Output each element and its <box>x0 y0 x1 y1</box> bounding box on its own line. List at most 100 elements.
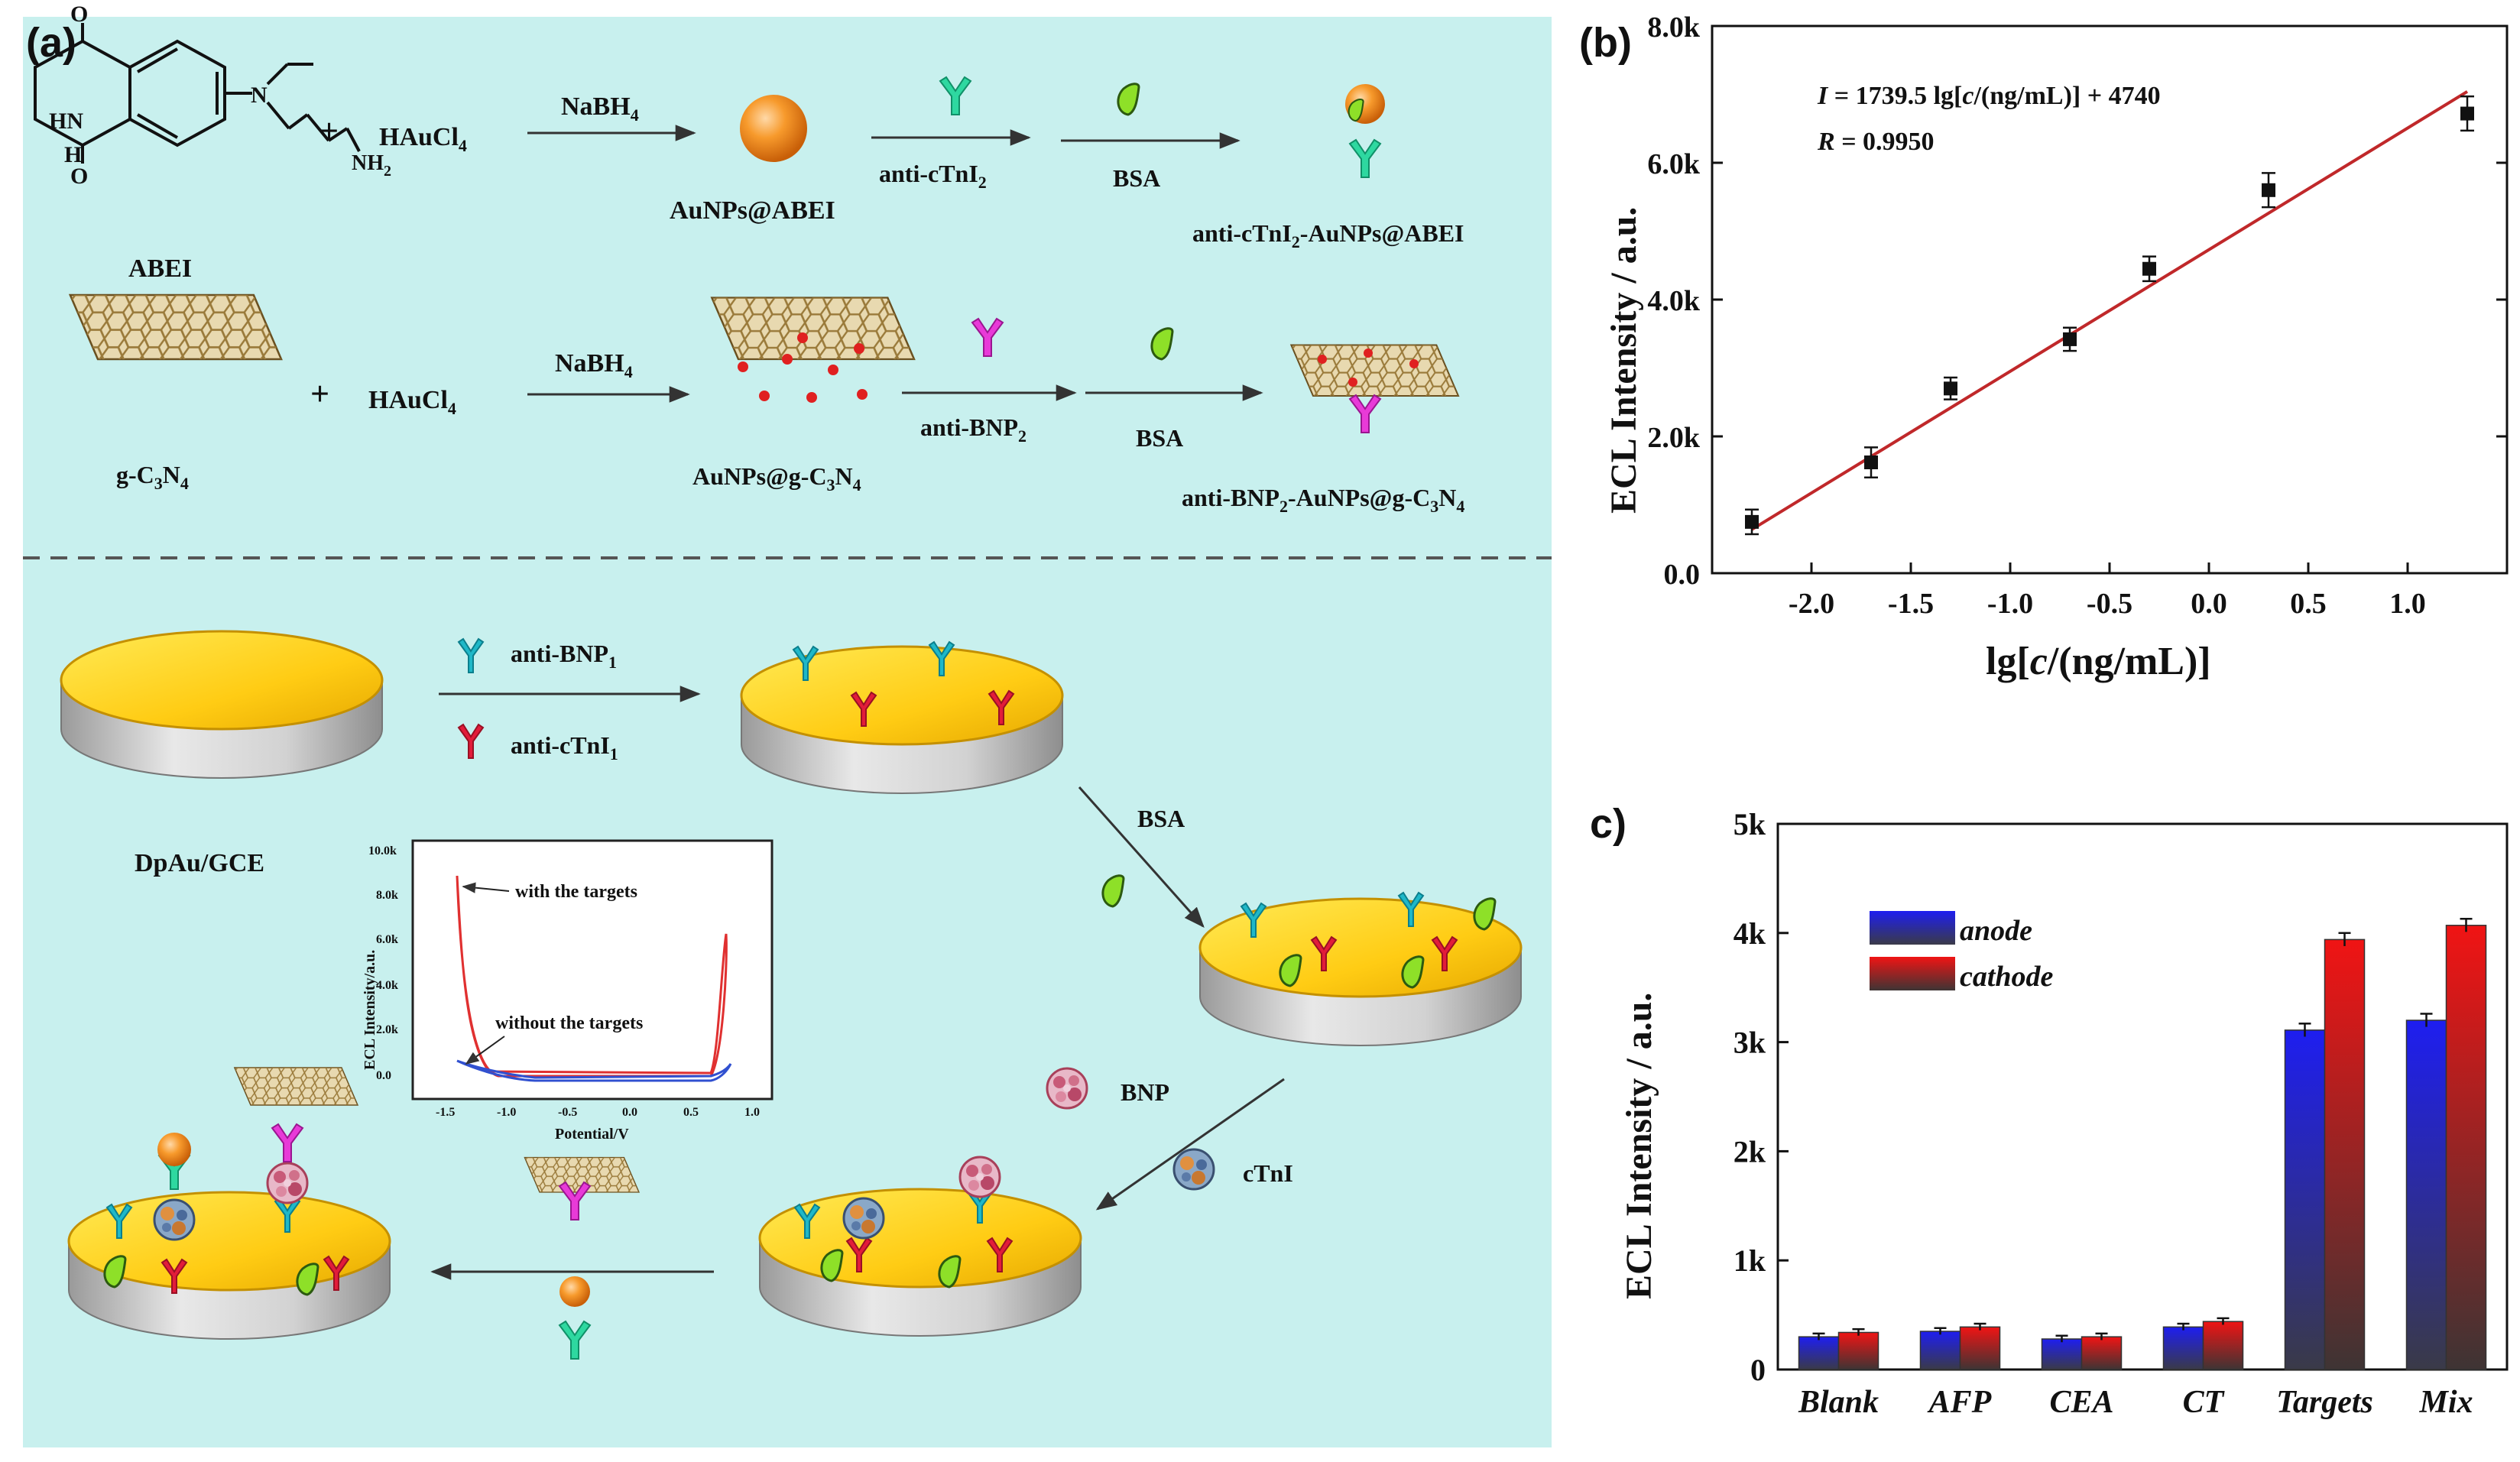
inset-xlabel: Potential/V <box>555 1126 629 1143</box>
c-bar-anode <box>2284 1029 2326 1370</box>
b-data-point <box>1944 381 1957 396</box>
panel-b-marks <box>1745 90 2474 536</box>
inset-ytick-1: 2.0k <box>376 1023 398 1036</box>
row2-haucl4: HAuCl4 <box>368 386 456 418</box>
abei-o2: O <box>70 164 88 189</box>
inset-ylabel: ECL Intensity/a.u. <box>362 950 378 1070</box>
c-ytick-label: 3k <box>1734 1026 1766 1060</box>
row1-nabh4-sub: 4 <box>631 105 639 125</box>
ctni-label: cTnI <box>1243 1159 1293 1187</box>
inset-xtick-1: -1.0 <box>497 1106 516 1119</box>
c-bar-cathode <box>2081 1336 2123 1370</box>
b-data-point <box>1864 455 1878 470</box>
panel-c-legend: anode cathode <box>1870 911 2054 993</box>
b-xtick-label: 0.5 <box>2290 588 2327 620</box>
inset-xticks: -1.5 -1.0 -0.5 0.0 0.5 1.0 <box>436 1106 760 1119</box>
row1-haucl4-sub: 4 <box>459 136 467 155</box>
panel-b-equation: I = 1739.5 lg[c/(ng/mL)] + 4740 <box>1817 82 2161 110</box>
b-xtick-label: 0.0 <box>2191 588 2227 620</box>
b-ytick-label: 8.0k <box>1647 11 1701 44</box>
row2-nabh4-main: NaBH <box>555 349 624 378</box>
row1-anti-ctni2-sub: 2 <box>978 173 987 192</box>
legend-cathode-swatch <box>1870 957 1955 990</box>
anti-bnp1-main: anti-BNP <box>511 640 608 667</box>
electrode-blocked <box>1198 892 1523 1047</box>
abei-o1: O <box>70 2 88 27</box>
b-r-val: = 0.9950 <box>1835 128 1935 156</box>
b-xtick-label: -1.5 <box>1888 588 1934 620</box>
aunps-gc3n4-sheet <box>702 297 924 403</box>
b-fit-line <box>1750 90 2469 531</box>
panel-c-label: c) <box>1590 801 1626 847</box>
c-bar-anode <box>1798 1336 1840 1370</box>
c-category-label: AFP <box>1927 1385 1992 1420</box>
product1-main: anti-cTnI <box>1192 219 1292 247</box>
b-xlabel-b: /(ng/mL)] <box>2047 640 2211 683</box>
product2-icon <box>1283 344 1467 433</box>
inset-pointer-with <box>462 882 510 893</box>
abei-hn: HN <box>49 109 83 134</box>
inset-without-label: without the targets <box>495 1013 643 1033</box>
anti-bnp1-sub: 1 <box>608 653 617 672</box>
product2-a: anti-BNP <box>1182 484 1279 511</box>
b-xtick-label: -0.5 <box>2087 588 2132 620</box>
row1-plus: + <box>319 112 339 150</box>
inset-curve-without-targets <box>456 1059 732 1082</box>
inset-with-label: with the targets <box>515 882 637 902</box>
b-data-point <box>2262 183 2275 197</box>
inset-ytick-3: 6.0k <box>376 933 398 946</box>
row1-anti-ctni2-main: anti-cTnI <box>879 160 978 187</box>
row2-anti-bnp2-label: anti-BNP2 <box>920 413 1026 446</box>
product1-icon <box>1345 84 1385 178</box>
b-eq-c: c <box>1962 82 1974 110</box>
c-bar-cathode <box>2324 938 2366 1370</box>
panel-b-ylabel: ECL Intensity / a.u. <box>1604 207 1644 514</box>
row1-bsa-label: BSA <box>1113 164 1160 192</box>
aunps-gc3n4-label: AuNPs@g-C3N4 <box>692 462 861 494</box>
abei-h: H <box>64 142 82 167</box>
product2-s0: 2 <box>1279 497 1288 516</box>
b-data-point <box>2063 332 2077 346</box>
inset-frame <box>411 839 774 1101</box>
abei-nh2: NH2 <box>352 151 391 180</box>
electrode-sandwich <box>67 1067 391 1340</box>
row2-anti-bnp2-main: anti-BNP <box>920 413 1018 441</box>
b-data-point <box>2460 106 2474 121</box>
c-bar-anode <box>2405 1020 2447 1370</box>
panel-c: c) ECL Intensity / a.u. anode cathode 0 1… <box>1590 801 2509 1420</box>
c-category-label: Mix <box>2418 1385 2473 1420</box>
row2-bsa-label: BSA <box>1136 424 1183 452</box>
product2-s2: 4 <box>1456 497 1464 516</box>
gc3n4-s2: 4 <box>180 474 189 493</box>
product2-b: -AuNPs@g-C <box>1288 484 1430 511</box>
abei-structure <box>34 23 361 164</box>
inset-xtick-0: -1.5 <box>436 1106 455 1119</box>
legend-anode-swatch <box>1870 911 1955 945</box>
c-ytick-label: 4k <box>1734 916 1766 951</box>
electrode-label: DpAu/GCE <box>135 849 264 877</box>
bottom-bsa-label: BSA <box>1137 805 1185 832</box>
b-xtick-label: -1.0 <box>1987 588 2033 620</box>
legend-anode-label: anode <box>1960 915 2032 947</box>
c-category-label: Targets <box>2276 1385 2373 1420</box>
b-xlabel-a: lg[ <box>1986 640 2030 683</box>
product1-sub: 2 <box>1292 232 1300 251</box>
c-ytick-label: 0 <box>1750 1353 1766 1387</box>
c-bar-anode <box>1919 1331 1961 1370</box>
b-data-point <box>2142 261 2156 276</box>
panel-c-frame <box>1776 822 2509 1371</box>
anti-ctni1-sub: 1 <box>610 744 618 763</box>
inset-plot: ECL Intensity/a.u. Potential/V 0.0 2.0k … <box>362 839 774 1143</box>
inset-curve-with-targets <box>456 875 728 1078</box>
probe-icons <box>519 1156 645 1360</box>
c-bar-anode <box>2041 1338 2083 1370</box>
anti-ctni1-main: anti-cTnI <box>511 731 610 759</box>
product2-c: N <box>1438 484 1456 511</box>
inset-ytick-2: 4.0k <box>376 979 398 992</box>
abei-atom-labels: O O HN H N NH2 <box>49 2 391 189</box>
inset-xtick-4: 0.5 <box>683 1106 699 1119</box>
bnp-label: BNP <box>1121 1078 1169 1106</box>
electrode-bare <box>60 630 384 780</box>
inset-ytick-4: 8.0k <box>376 889 398 902</box>
